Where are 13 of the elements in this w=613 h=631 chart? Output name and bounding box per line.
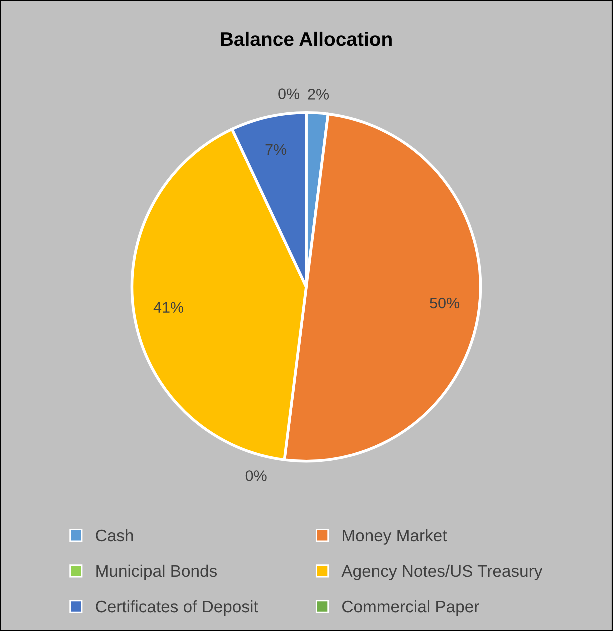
text: 0% bbox=[278, 88, 300, 100]
legend-label: Certificates of Deposit bbox=[96, 600, 258, 616]
text: 0% bbox=[246, 470, 267, 482]
legend-label: Agency Notes/US Treasury bbox=[342, 564, 543, 580]
chart-title: Balance Allocation bbox=[221, 32, 392, 46]
legend-label: Commercial Paper bbox=[342, 600, 480, 616]
data-label: 50% bbox=[430, 298, 460, 309]
data-label: 41% bbox=[154, 302, 184, 313]
data-label: 7% bbox=[266, 144, 287, 156]
legend-label: Municipal Bonds bbox=[96, 564, 218, 580]
data-label: 2% bbox=[308, 89, 330, 100]
legend-label: Cash bbox=[96, 529, 134, 542]
legend-label: Money Market bbox=[343, 529, 448, 545]
